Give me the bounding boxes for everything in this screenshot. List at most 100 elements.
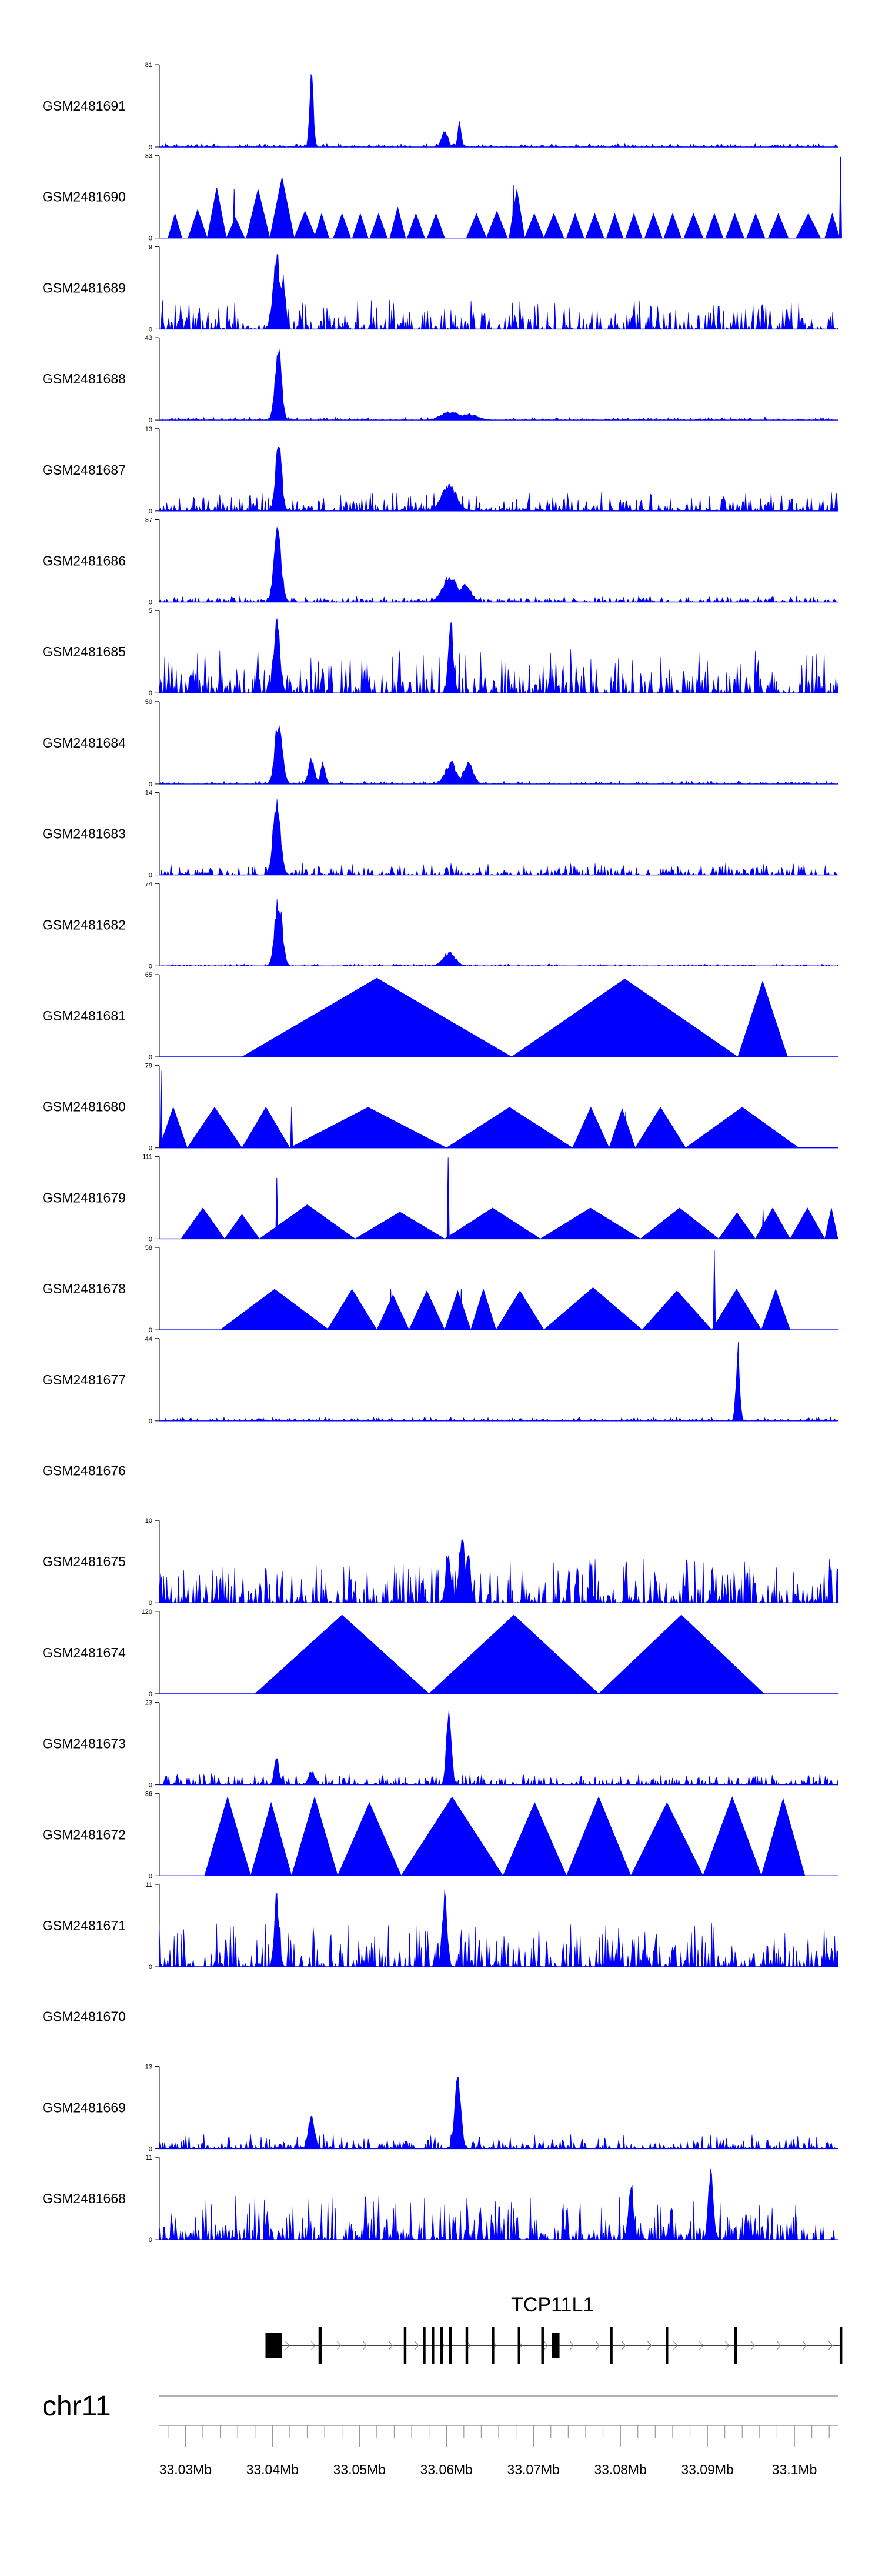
- track-gsm2481680: GSM2481680 79 0: [42, 1063, 838, 1152]
- track-gsm2481673: GSM2481673230: [42, 1700, 838, 1789]
- track-gsm2481689: GSM2481689 9 0: [42, 243, 838, 333]
- signal-bump: [242, 978, 512, 1057]
- exon: [666, 2327, 668, 2364]
- signal-bump: [187, 1107, 242, 1148]
- y-tick-label-max: 11: [146, 2154, 152, 2161]
- y-tick-label-max: 10: [145, 1517, 152, 1524]
- signal-bump: [586, 213, 604, 238]
- y-tick-label-max: 13: [145, 2063, 152, 2070]
- y-tick-label-max: 13: [145, 426, 152, 433]
- track-gsm2481670: GSM2481670: [42, 2009, 126, 2024]
- exon: [552, 2333, 559, 2358]
- track-label: GSM2481686: [42, 553, 126, 569]
- track-gsm2481674: GSM24816741200: [42, 1609, 838, 1698]
- x-tick-label: 33.09Mb: [681, 2462, 734, 2477]
- track-label: GSM2481682: [42, 917, 126, 932]
- signal-bump: [626, 213, 642, 238]
- signal-spike: [713, 1250, 716, 1330]
- signal-bump: [445, 1291, 470, 1330]
- y-tick-label-zero: 0: [149, 1600, 152, 1607]
- signal-spike: [512, 185, 514, 238]
- signal-bump: [401, 1797, 503, 1876]
- signal-bump: [703, 1797, 761, 1876]
- signal-bump: [796, 213, 820, 238]
- track-label: GSM2481680: [42, 1099, 126, 1115]
- y-tick-label-zero: 0: [149, 872, 152, 879]
- signal-area: [159, 447, 838, 511]
- signal-bump: [352, 213, 368, 238]
- signal-area: [159, 618, 838, 693]
- track-label: GSM2481684: [42, 735, 126, 750]
- track-gsm2481685: GSM2481685 5 0: [42, 608, 838, 697]
- track-label: GSM2481677: [42, 1372, 126, 1387]
- y-tick-label-zero: 0: [149, 690, 152, 697]
- track-label: GSM2481689: [42, 280, 126, 295]
- y-tick-label-zero: 0: [149, 963, 152, 970]
- y-tick-label-zero: 0: [149, 1145, 152, 1152]
- signal-bump: [726, 213, 744, 238]
- track-label: GSM2481676: [42, 1463, 126, 1479]
- signal-bump: [427, 213, 445, 238]
- y-tick-label-zero: 0: [149, 1236, 152, 1243]
- track-gsm2481687: GSM2481687 13 0: [42, 426, 838, 515]
- signal-bump: [259, 1204, 355, 1239]
- track-label: GSM2481671: [42, 1918, 126, 1933]
- signal-bump: [328, 1289, 377, 1330]
- signal-bump: [159, 1107, 187, 1148]
- signal-area: [159, 1710, 838, 1785]
- y-tick-label-max: 81: [145, 62, 152, 69]
- y-tick-label-zero: 0: [149, 1054, 152, 1061]
- signal-bump: [370, 213, 387, 238]
- track-label: GSM2481670: [42, 2009, 126, 2024]
- x-tick-label: 33.07Mb: [507, 2462, 560, 2477]
- signal-bump: [719, 1213, 755, 1239]
- y-tick-label-max: 5: [149, 608, 152, 615]
- signal-bump: [566, 213, 584, 238]
- x-tick-label: 33.03Mb: [159, 2462, 212, 2477]
- chromosome-label: chr11: [42, 2391, 111, 2422]
- signal-bump: [255, 1615, 429, 1694]
- signal-tracks: GSM2481691810GSM2481690330GSM248168990GS…: [42, 62, 841, 2244]
- track-gsm2481686: GSM2481686 37 0: [42, 517, 838, 606]
- signal-bump: [292, 1797, 338, 1876]
- y-tick-label-zero: 0: [149, 1418, 152, 1425]
- signal-bump: [409, 1291, 445, 1330]
- signal-spike: [276, 1178, 278, 1239]
- track-label: GSM2481669: [42, 2100, 126, 2115]
- signal-bump: [573, 1107, 609, 1148]
- signal-bump: [645, 213, 663, 238]
- exon: [840, 2327, 842, 2364]
- exon: [492, 2327, 494, 2364]
- y-tick-label-max: 58: [145, 1244, 152, 1252]
- signal-bump: [445, 1208, 540, 1239]
- signal-bump: [544, 213, 564, 238]
- signal-area: [159, 725, 838, 784]
- track-gsm2481672: GSM2481672360: [42, 1790, 838, 1880]
- genome-axis: chr11 33.03Mb 33.04Mb 33.05Mb 33.06Mb 33.07M…: [42, 2391, 838, 2477]
- signal-bump: [503, 1803, 566, 1876]
- track-label: GSM2481668: [42, 2191, 126, 2206]
- signal-bump: [466, 213, 486, 238]
- y-tick-label-zero: 0: [149, 2145, 152, 2153]
- signal-bump: [471, 1289, 496, 1330]
- signal-bump: [220, 1289, 329, 1330]
- y-tick-label-zero: 0: [149, 1873, 152, 1880]
- y-tick-label-max: 44: [145, 1336, 152, 1343]
- exon: [432, 2327, 434, 2364]
- y-tick-label-zero: 0: [149, 144, 152, 151]
- y-tick-label-max: 33: [145, 153, 152, 160]
- x-tick-label: 33.08Mb: [594, 2462, 647, 2477]
- signal-area: [159, 527, 838, 602]
- signal-area: [159, 349, 838, 421]
- signal-bump: [664, 213, 681, 238]
- signal-area: [159, 75, 838, 148]
- signal-bump: [496, 1291, 544, 1330]
- signal-bump: [706, 213, 723, 238]
- signal-bump: [711, 1289, 761, 1330]
- y-tick-label-max: 50: [145, 699, 152, 706]
- signal-bump: [512, 979, 738, 1057]
- exon: [541, 2327, 543, 2364]
- x-tick-label: 33.05Mb: [333, 2462, 386, 2477]
- y-tick-label-zero: 0: [149, 2237, 152, 2244]
- signal-bump: [825, 213, 840, 238]
